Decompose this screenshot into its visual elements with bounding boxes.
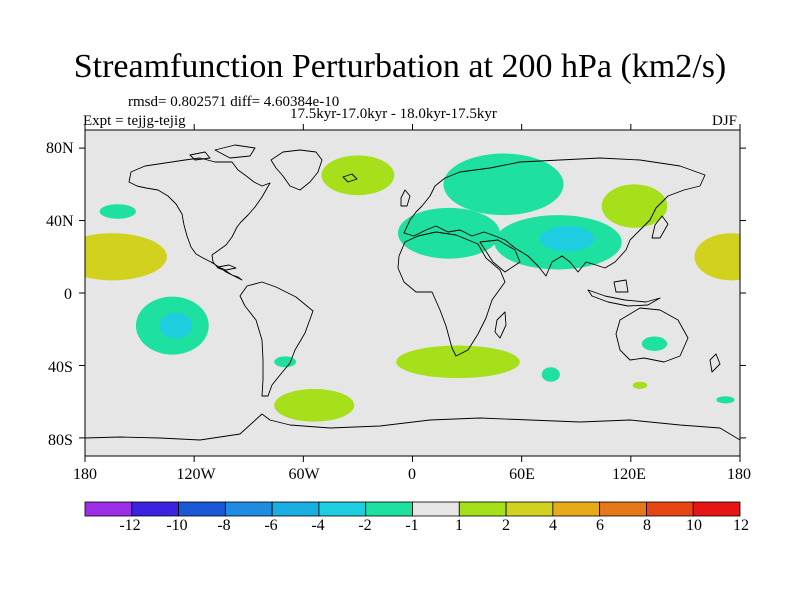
- lat-label-40n: 40N: [46, 213, 74, 230]
- colorbar-swatch: [646, 501, 694, 517]
- colorbar-swatch: [365, 501, 413, 517]
- contour-region-south-pacific-negative-core: [159, 312, 193, 339]
- contour-region-europe-north-negative: [443, 153, 564, 216]
- stats-text: rmsd= 0.802571 diff= 4.60384e-10: [128, 94, 340, 110]
- coast-uk: [400, 189, 411, 207]
- colorbar-swatch: [178, 501, 226, 517]
- lon-label-0: 0: [408, 466, 416, 483]
- lat-label-80n: 80N: [46, 140, 74, 157]
- colorbar-swatch: [458, 501, 507, 517]
- contour-region-south-australia-positive: [632, 381, 648, 389]
- colorbar-label: -2: [358, 517, 372, 534]
- colorbar-swatch: [552, 501, 601, 517]
- colorbar-swatch: [412, 501, 460, 517]
- colorbar-label: -10: [166, 517, 188, 534]
- coast-africa: [397, 231, 506, 357]
- contour-region-north-pacific-east-positive-inner: [85, 242, 146, 272]
- colorbar-swatch: [84, 501, 133, 517]
- colorbar-swatch: [131, 501, 179, 517]
- coast-indonesia: [587, 279, 661, 307]
- colorbar-swatch: [271, 501, 320, 517]
- contour-region-north-africa-negative: [397, 207, 500, 259]
- contour-region-patagonia-negative: [274, 356, 297, 368]
- lat-label-40s: 40S: [48, 359, 73, 376]
- colorbar-swatch: [318, 501, 367, 517]
- contour-region-indian-ocean-negative-1: [541, 367, 560, 382]
- lon-label-180w: 180: [73, 466, 97, 483]
- colorbar-label: 4: [549, 517, 557, 534]
- contour-region-south-asia-negative-core: [539, 225, 595, 252]
- coast-madagascar: [494, 311, 507, 339]
- colorbar-label: -4: [311, 517, 325, 534]
- colorbar-label: -6: [264, 517, 278, 534]
- experiment-text: Expt = tejjg-tejig: [83, 113, 186, 129]
- coast-arabia: [479, 239, 521, 273]
- lat-label-0: 0: [64, 286, 72, 303]
- lon-label-120e: 120E: [612, 466, 646, 483]
- map-background: [85, 130, 740, 456]
- contour-region-hawaii-negative-small: [99, 204, 136, 219]
- colorbar-swatch: [599, 501, 647, 517]
- colorbar-swatch: [224, 501, 273, 517]
- contour-region-indian-ocean-negative-2: [641, 336, 668, 351]
- colorbar-label: 6: [596, 517, 604, 534]
- contour-region-greenland-positive: [321, 155, 395, 196]
- contour-region-south-atlantic-positive: [396, 345, 520, 379]
- coast-australia: [615, 307, 689, 363]
- coast-north-america: [128, 157, 271, 281]
- lon-label-120w: 120W: [176, 466, 216, 483]
- colorbar: [84, 501, 741, 517]
- coast-greenland: [270, 149, 323, 191]
- colorbar-label: -12: [119, 517, 141, 534]
- plot-title: Streamfunction Perturbation at 200 hPa (…: [73, 48, 727, 85]
- coast-japan: [651, 215, 669, 239]
- colorbar-label: 8: [643, 517, 651, 534]
- colorbar-swatch: [692, 501, 741, 517]
- colorbar-label: 1: [455, 517, 463, 534]
- contour-region-east-asia-positive: [601, 184, 668, 228]
- coast-iceland: [342, 173, 358, 183]
- contour-region-drake-positive: [274, 388, 355, 422]
- lon-label-180e: 180: [727, 466, 751, 483]
- colorbar-label: -8: [217, 517, 231, 534]
- contour-region-north-pacific-west-positive: [694, 233, 740, 281]
- lon-label-60e: 60E: [509, 466, 535, 483]
- contour-region-tasman-negative: [716, 396, 735, 404]
- colorbar-swatch: [505, 501, 554, 517]
- season-text: DJF: [712, 113, 738, 129]
- colorbar-label: 10: [686, 517, 702, 534]
- colorbar-label: 12: [733, 517, 749, 534]
- axis-ticks: [79, 124, 746, 462]
- colorbar-label: 2: [502, 517, 510, 534]
- colorbar-label: -1: [405, 517, 419, 534]
- coast-cuba: [217, 264, 237, 271]
- coast-eurasia: [403, 157, 706, 277]
- field-layer: [85, 153, 740, 422]
- lon-label-60w: 60W: [288, 466, 320, 483]
- coast-new-zealand: [709, 353, 721, 373]
- coast-arctic-islands: [189, 144, 256, 161]
- lat-label-80s: 80S: [48, 432, 73, 449]
- coast-south-america: [239, 281, 314, 397]
- period-text: 17.5kyr-17.0kyr - 18.0kyr-17.5kyr: [290, 106, 497, 122]
- coastlines: [85, 144, 740, 441]
- coast-antarctica: [85, 413, 740, 441]
